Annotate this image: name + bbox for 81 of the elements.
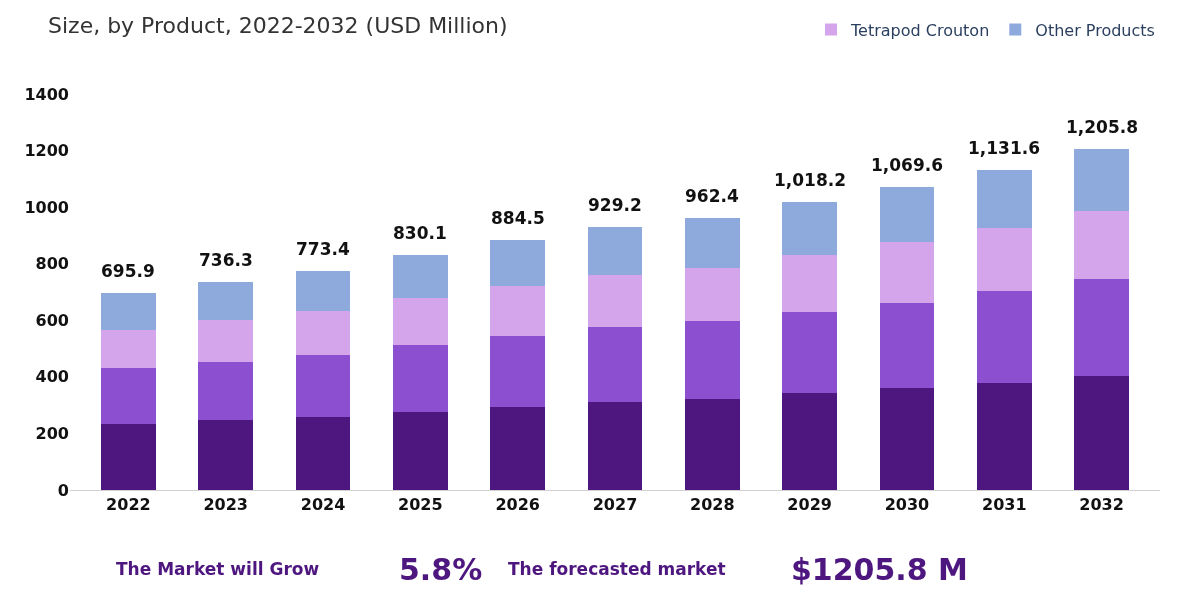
- text: $1205.8 M: [791, 552, 968, 587]
- bar: [490, 406, 545, 490]
- x-tick-label: 2032: [1079, 495, 1124, 515]
- x-tick-label: 2031: [982, 495, 1027, 515]
- x-tick-label: 2029: [787, 495, 832, 515]
- bar: [393, 255, 448, 299]
- bar: [782, 201, 837, 256]
- total-label: 773.4: [296, 239, 350, 259]
- bar: [1074, 148, 1129, 211]
- legend-label: Tetrapod Crouton: [850, 20, 990, 40]
- y-tick-label: 1400: [24, 84, 69, 104]
- y-tick-label: 1000: [24, 197, 69, 217]
- x-tick-label: 2028: [690, 495, 735, 515]
- bar: [879, 388, 935, 490]
- x-tick-label: 2024: [300, 495, 346, 515]
- total-label: 736.3: [199, 250, 253, 270]
- bar: [587, 402, 643, 490]
- bar: [490, 285, 545, 336]
- bar: [101, 368, 156, 425]
- bar: [295, 311, 351, 355]
- text: The Market will Grow: [116, 559, 320, 579]
- bar: [685, 399, 740, 490]
- legend-label: Other Products: [1035, 20, 1155, 40]
- bar: [879, 187, 935, 243]
- text: 5.8%: [399, 552, 483, 587]
- bar: [685, 267, 740, 322]
- bar: [101, 424, 156, 490]
- bar: [879, 303, 935, 389]
- bar: [295, 271, 351, 312]
- x-tick-label: 2023: [203, 495, 248, 515]
- bar: [295, 417, 351, 490]
- bar: [977, 169, 1032, 228]
- total-label: 695.9: [101, 261, 155, 281]
- bar: [782, 311, 837, 394]
- x-tick-label: 2030: [884, 495, 930, 515]
- total-label: 1,018.2: [774, 170, 847, 190]
- bar: [587, 275, 643, 328]
- x-tick-label: 2022: [106, 495, 151, 515]
- bar: [198, 420, 253, 490]
- bar: [393, 411, 448, 490]
- bar: [977, 382, 1032, 490]
- x-tick-label: 2025: [398, 495, 443, 515]
- bar: [198, 361, 253, 421]
- total-label: 962.4: [685, 186, 739, 206]
- bar: [879, 242, 935, 304]
- bar: [587, 227, 643, 276]
- total-label: 830.1: [393, 223, 447, 243]
- bar: [198, 319, 253, 362]
- x-tick-label: 2026: [495, 495, 540, 515]
- y-tick-label: 800: [35, 254, 69, 274]
- y-tick-label: 600: [35, 310, 69, 330]
- y-tick-label: 1200: [24, 141, 69, 161]
- bar: [587, 327, 643, 403]
- bar: [393, 298, 448, 346]
- bar: [782, 393, 837, 490]
- bar: [977, 227, 1032, 292]
- bar: [685, 321, 740, 400]
- bar: [295, 354, 351, 418]
- total-label: 1,131.6: [968, 138, 1041, 158]
- total-label: 1,069.6: [871, 155, 944, 175]
- total-label: 884.5: [491, 208, 545, 228]
- bar: [782, 255, 837, 312]
- bar: [393, 345, 448, 412]
- bar: [490, 239, 545, 286]
- total-label: 1,205.8: [1066, 117, 1139, 137]
- y-tick-label: 0: [57, 480, 69, 500]
- bar: [1074, 279, 1129, 377]
- bar: [101, 293, 156, 330]
- bar: [198, 281, 253, 320]
- bar: [490, 335, 545, 407]
- bar: [1074, 376, 1129, 490]
- y-tick-label: 200: [35, 424, 69, 444]
- y-tick-label: 400: [35, 367, 69, 387]
- chart-title: Size, by Product, 2022-2032 (USD Million): [48, 13, 508, 39]
- bar: [977, 291, 1032, 383]
- total-label: 929.2: [588, 195, 642, 215]
- bar: [101, 329, 156, 369]
- bar: [1074, 210, 1129, 280]
- bar: [685, 217, 740, 268]
- text: The forecasted market: [508, 559, 726, 579]
- x-tick-label: 2027: [592, 495, 638, 515]
